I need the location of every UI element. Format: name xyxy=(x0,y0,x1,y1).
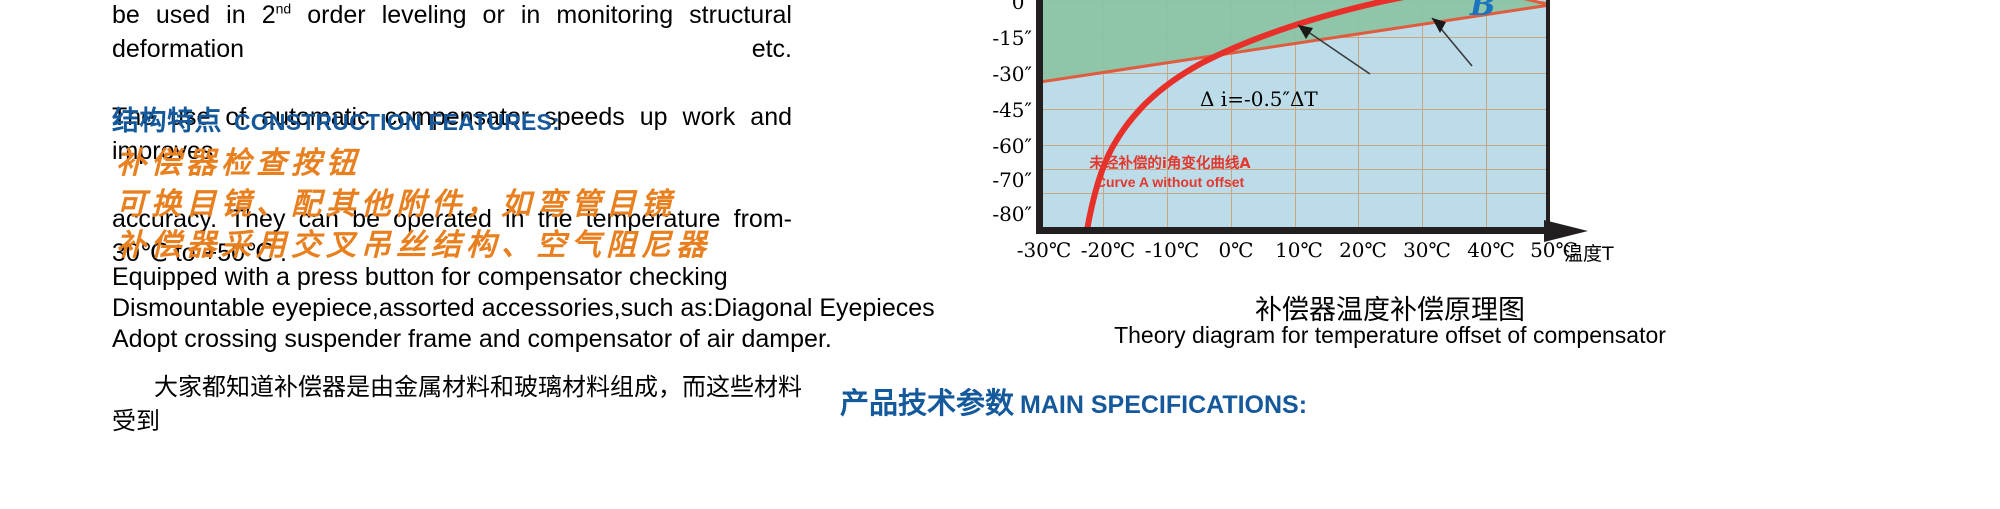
y-tick-minus70: -70″ xyxy=(992,168,1032,192)
intro-paragraph: be used in 2nd order leveling or in moni… xyxy=(112,0,792,270)
main-specifications-header-cn: 产品技术参数 xyxy=(840,386,1015,420)
english-feature-1: Equipped with a press button for compens… xyxy=(112,263,728,291)
y-tick-minus45: -45″ xyxy=(992,98,1032,122)
main-specifications-header: 产品技术参数 MAIN SPECIFICATIONS: xyxy=(840,380,1307,422)
construction-features-header-en: CONSTRUCTION FEATURES: xyxy=(234,109,560,135)
leader-line-delta-i xyxy=(1431,17,1473,67)
x-tick-minus20: -20℃ xyxy=(1080,238,1136,262)
paragraph-line-3: accuracy. They can be operated in the te… xyxy=(112,205,792,267)
annotation-curve-a: 未经补偿的i角变化曲线A Curve A without offset xyxy=(1040,155,1300,191)
orange-feature-3: 补偿器采用交叉吊丝结构、空气阻尼器 xyxy=(116,228,711,263)
gridline-h xyxy=(1040,37,1550,38)
gridline-v xyxy=(1486,0,1487,230)
main-specifications-header-en: MAIN SPECIFICATIONS: xyxy=(1020,391,1308,419)
construction-features-header-cn: 结构特点 xyxy=(112,106,222,137)
x-tick-50: 50℃ xyxy=(1530,238,1578,262)
gridline-h xyxy=(1040,193,1550,194)
paragraph-line-1: be used in 2nd order leveling or in moni… xyxy=(112,0,792,100)
y-tick-0: 0″ xyxy=(1011,0,1032,14)
gridline-v xyxy=(1167,0,1168,230)
chinese-paragraph-text: 大家都知道补偿器是由金属材料和玻璃材料组成，而这些材料受到 xyxy=(112,373,802,435)
x-tick-0: 0℃ xyxy=(1218,238,1254,262)
gridline-v xyxy=(1231,0,1232,230)
x-tick-minus30: -30℃ xyxy=(1016,238,1072,262)
gridline-h xyxy=(1040,73,1550,74)
x-tick-minus10: -10℃ xyxy=(1144,238,1200,262)
annotation-delta-i-text: Δ i=-0.5″ΔT xyxy=(1200,87,1318,111)
paragraph-line-1-tail: order leveling or in monitoring structur… xyxy=(112,1,792,63)
x-tick-30: 30℃ xyxy=(1403,238,1451,262)
gridline-h xyxy=(1040,145,1550,146)
gridline-v xyxy=(1295,0,1296,230)
chart-y-axis xyxy=(1036,0,1043,233)
gridline-v xyxy=(1103,0,1104,230)
annotation-delta-i: Δ i=-0.5″ΔT xyxy=(1200,87,1318,111)
y-tick-minus15: -15″ xyxy=(992,26,1032,50)
x-axis-label: 温度T xyxy=(1564,243,1614,265)
curve-a-uncompensated xyxy=(1084,0,1405,230)
x-tick-20: 20℃ xyxy=(1339,238,1387,262)
x-axis-arrow-icon xyxy=(1544,220,1588,242)
y-tick-minus80: -80″ xyxy=(992,202,1032,226)
gridline-v xyxy=(1422,0,1423,230)
annotation-curve-b-letter: B xyxy=(1470,0,1496,23)
paragraph-line-2: The use of automatic compensator speeds … xyxy=(112,103,792,165)
chart-caption-en: Theory diagram for temperature offset of… xyxy=(1114,322,1666,348)
left-text-column: be used in 2nd order leveling or in moni… xyxy=(0,0,935,509)
english-feature-3: Adopt crossing suspender frame and compe… xyxy=(112,325,832,353)
chart-plot-right-border xyxy=(1546,0,1550,234)
right-chart-column: 0″ -15″ -30″ -45″ -60″ -70″ -80″ -30℃ -2… xyxy=(830,0,2000,509)
chinese-paragraph: 大家都知道补偿器是由金属材料和玻璃材料组成，而这些材料受到 xyxy=(112,370,802,438)
x-tick-40: 40℃ xyxy=(1467,238,1515,262)
chart-plot-area xyxy=(1040,0,1550,230)
construction-features-header: 结构特点 CONSTRUCTION FEATURES: xyxy=(112,99,560,138)
temperature-compensation-chart: 0″ -15″ -30″ -45″ -60″ -70″ -80″ -30℃ -2… xyxy=(830,0,2000,280)
ordinal-superscript: nd xyxy=(275,0,292,17)
paragraph-line-1-text: be used in 2 xyxy=(112,1,276,29)
annotation-curve-a-cn: 未经补偿的i角变化曲线A xyxy=(1089,156,1251,172)
x-tick-10: 10℃ xyxy=(1275,238,1323,262)
orange-feature-2: 可换目镜、配其他附件，如弯管目镜 xyxy=(116,187,676,222)
y-tick-minus30: -30″ xyxy=(992,62,1032,86)
chart-x-axis xyxy=(1036,227,1550,234)
orange-feature-1: 补偿器检查按钮 xyxy=(116,146,361,181)
gridline-v xyxy=(1358,0,1359,230)
chart-caption-cn: 补偿器温度补偿原理图 xyxy=(1255,295,1525,326)
leader-line-curve-a xyxy=(1297,24,1371,75)
y-tick-minus60: -60″ xyxy=(992,134,1032,158)
arrowhead-delta-i xyxy=(1432,18,1446,33)
english-feature-2: Dismountable eyepiece,assorted accessori… xyxy=(112,294,935,322)
annotation-curve-a-en: Curve A without offset xyxy=(1095,174,1245,190)
